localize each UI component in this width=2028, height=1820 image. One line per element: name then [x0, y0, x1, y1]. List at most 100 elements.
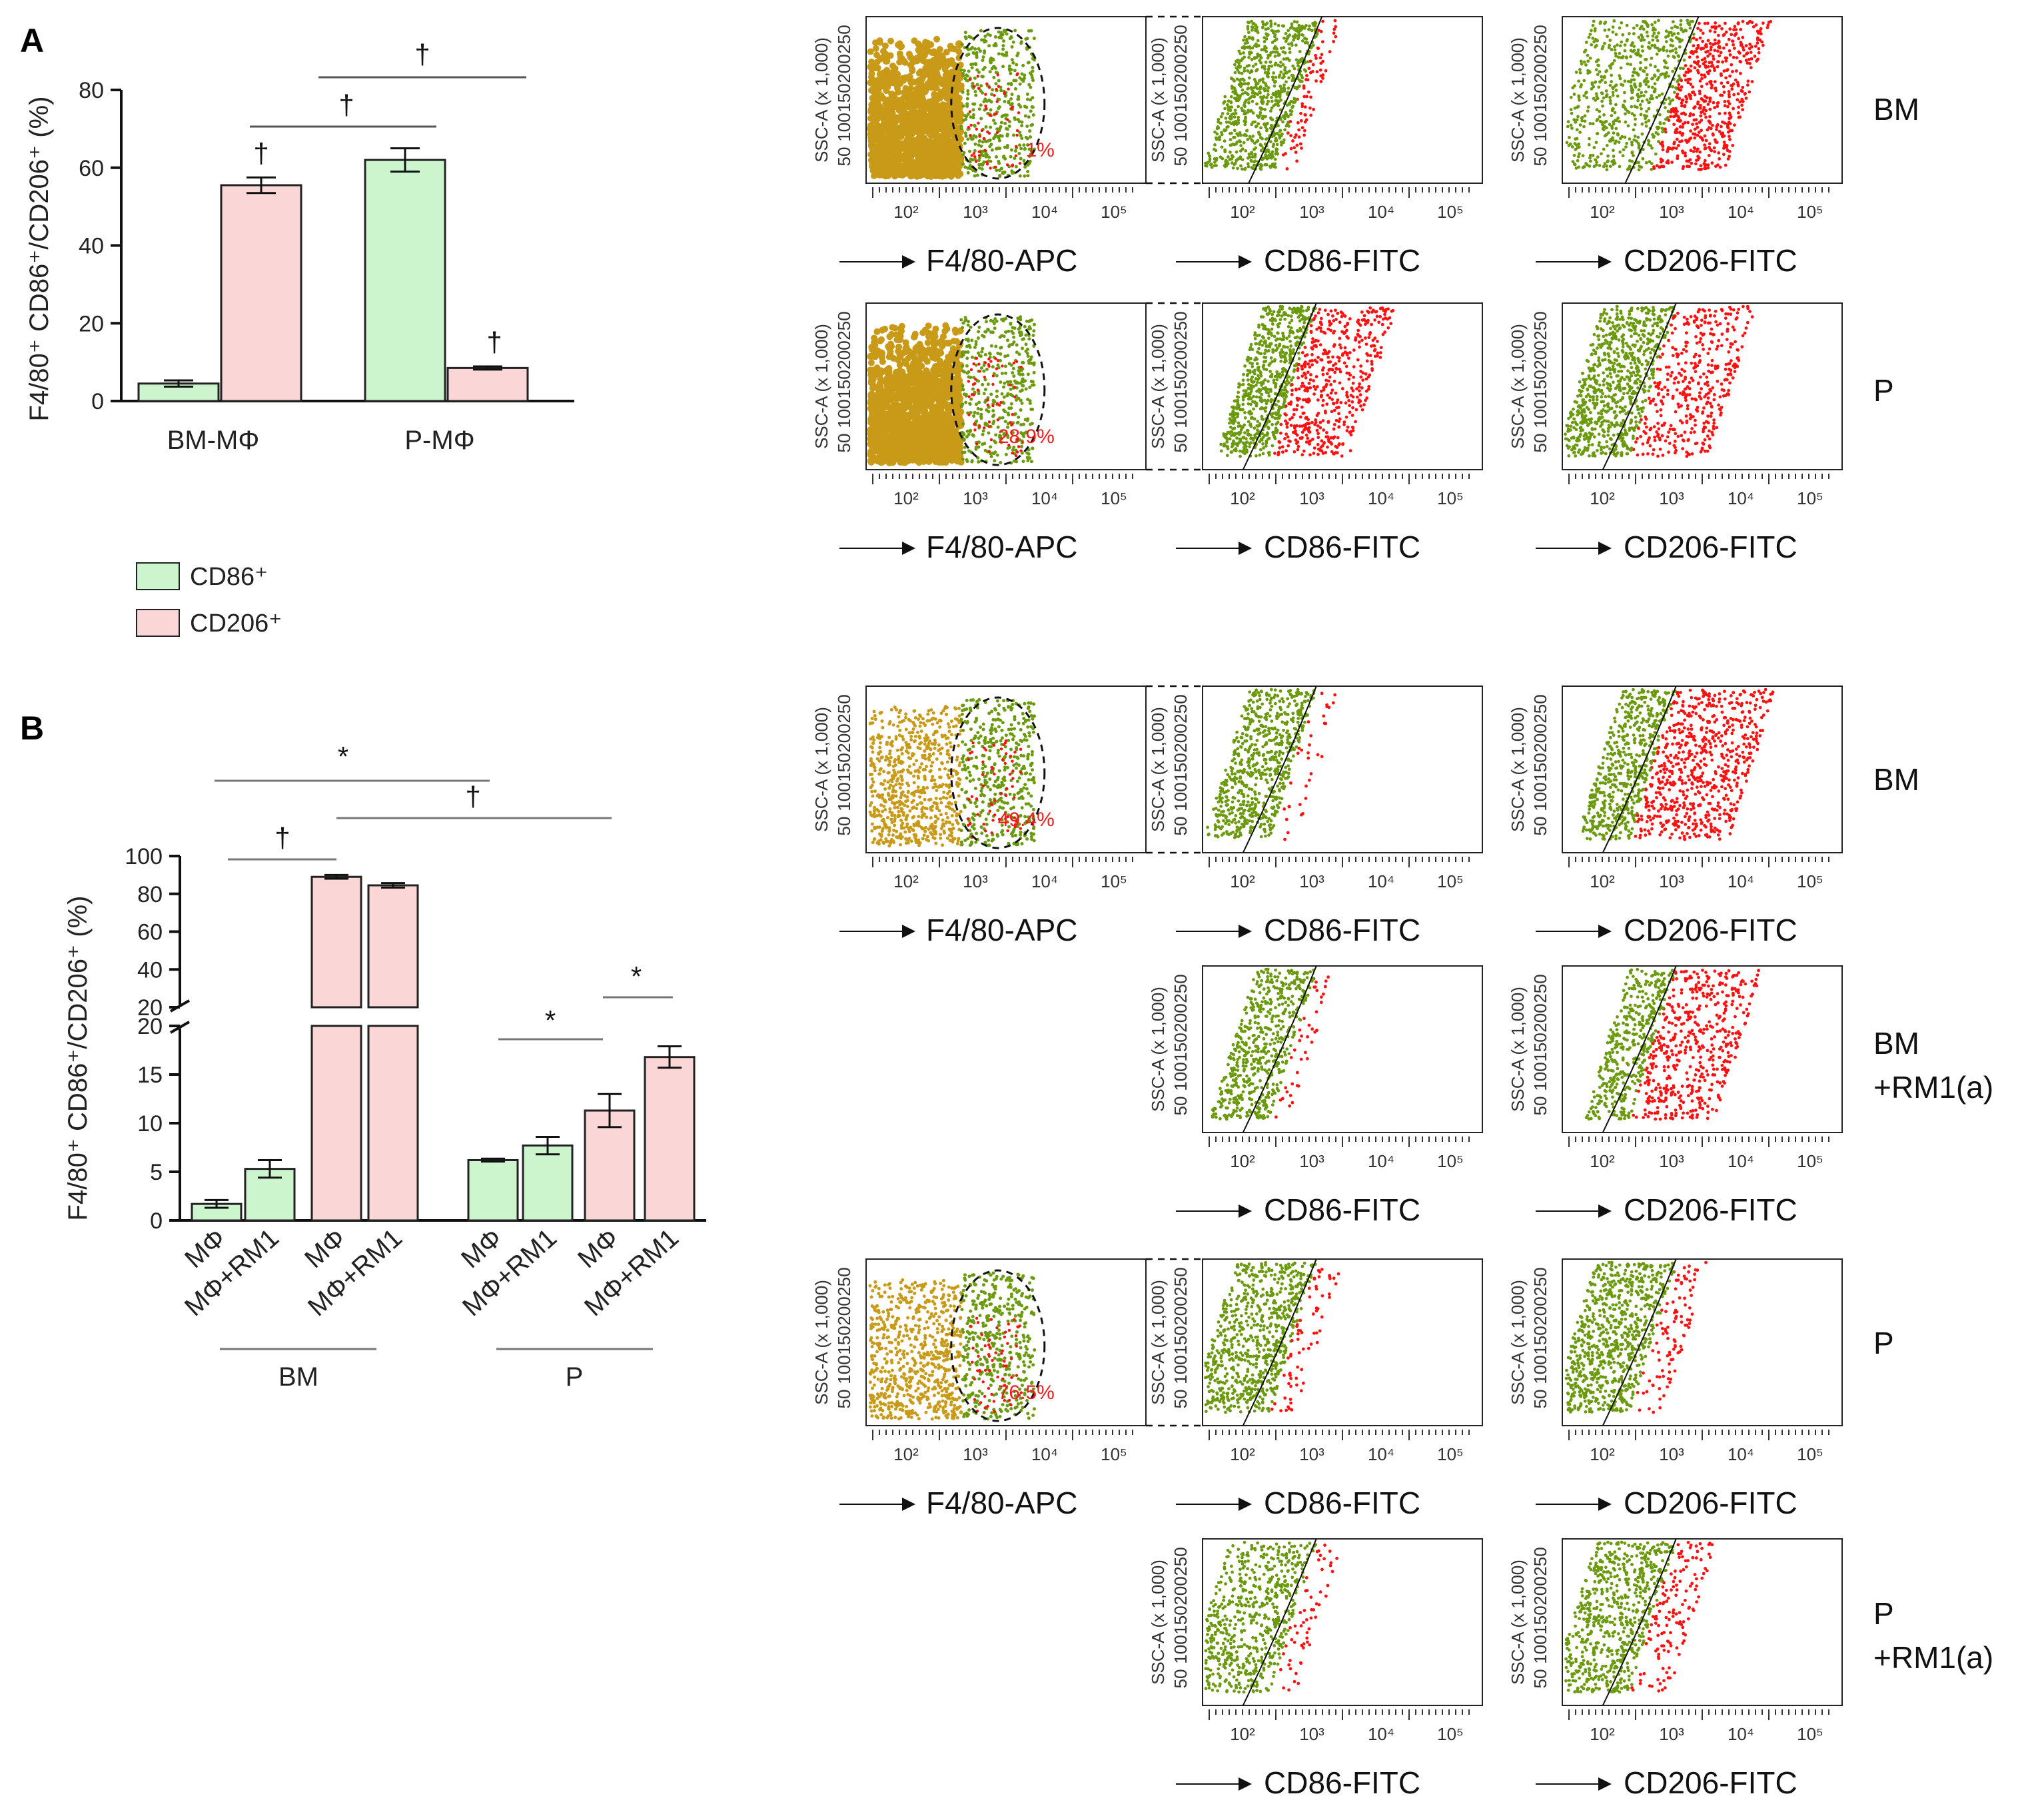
event-dot — [1243, 133, 1247, 137]
event-dot — [1003, 121, 1007, 125]
panel-a-letter: A — [20, 22, 44, 59]
event-dot — [1287, 76, 1290, 80]
event-dot — [1621, 33, 1625, 37]
event-dot — [1624, 112, 1627, 116]
event-dot — [1243, 91, 1247, 95]
event-dot — [1009, 83, 1013, 87]
event-dot — [1694, 162, 1698, 166]
event-dot — [1736, 111, 1740, 115]
significance-mark: † — [274, 822, 290, 853]
event-dot — [968, 149, 972, 153]
event-dot — [1691, 123, 1694, 127]
event-dot — [1613, 111, 1617, 115]
event-dot — [1001, 171, 1005, 175]
event-dot — [974, 93, 978, 97]
event-dot — [1738, 59, 1742, 63]
event-dot — [965, 53, 969, 57]
event-dot — [961, 90, 965, 94]
event-dot — [1702, 47, 1706, 50]
event-dot — [1311, 21, 1314, 25]
event-dot — [1728, 122, 1732, 126]
event-dot — [1282, 83, 1286, 87]
event-dot — [1650, 94, 1654, 97]
event-dot — [1696, 71, 1700, 75]
event-dot — [1677, 83, 1681, 87]
event-dot — [993, 112, 997, 116]
event-dot — [1312, 107, 1315, 111]
event-dot — [1569, 108, 1573, 111]
event-dot — [1270, 123, 1273, 127]
legend-label-cd86: CD86⁺ — [190, 563, 268, 591]
event-dot — [952, 89, 959, 97]
event-dot — [1590, 87, 1594, 91]
event-dot — [1710, 161, 1714, 165]
bar — [446, 366, 529, 402]
event-dot — [966, 89, 970, 93]
event-dot — [1680, 104, 1684, 108]
event-dot — [1702, 106, 1706, 109]
event-dot — [1241, 147, 1245, 151]
event-dot — [1611, 87, 1615, 91]
event-dot — [931, 103, 938, 110]
event-dot — [989, 93, 993, 97]
event-dot — [937, 79, 945, 86]
event-dot — [1263, 47, 1267, 51]
event-dot — [1255, 55, 1259, 59]
event-dot — [1273, 39, 1277, 43]
event-dot — [1586, 53, 1590, 57]
event-dot — [1633, 135, 1637, 138]
event-dot — [913, 85, 920, 93]
event-dot — [1722, 33, 1726, 37]
event-dot — [1718, 112, 1722, 115]
event-dot — [1295, 20, 1299, 24]
event-dot — [1032, 37, 1036, 41]
event-dot — [1242, 141, 1246, 145]
event-dot — [1720, 81, 1724, 85]
event-dot — [1700, 167, 1704, 171]
event-dot — [1708, 29, 1712, 33]
event-dot — [1294, 98, 1298, 102]
event-dot — [1577, 94, 1581, 98]
event-dot — [1609, 137, 1613, 141]
event-dot — [1724, 163, 1728, 167]
event-dot — [1682, 58, 1686, 62]
event-dot — [1665, 161, 1669, 165]
event-dot — [1613, 141, 1617, 145]
event-dot — [1282, 24, 1286, 28]
event-dot — [1319, 80, 1323, 83]
event-dot — [1695, 38, 1698, 42]
event-dot — [943, 62, 951, 69]
event-dot — [1274, 61, 1278, 65]
event-dot — [873, 91, 881, 99]
event-dot — [1728, 135, 1731, 139]
event-dot — [1737, 37, 1741, 41]
event-dot — [1031, 69, 1035, 73]
event-dot — [959, 68, 963, 72]
event-dot — [1226, 162, 1230, 166]
event-dot — [1233, 63, 1237, 67]
event-dot — [1302, 86, 1306, 90]
event-dot — [1300, 79, 1304, 83]
event-dot — [1263, 40, 1267, 43]
event-dot — [1610, 125, 1614, 129]
event-dot — [1639, 38, 1643, 42]
event-dot — [1249, 136, 1252, 140]
event-dot — [1677, 116, 1681, 120]
x-tick-label: 10⁵ — [1101, 488, 1127, 508]
event-dot — [1736, 98, 1740, 102]
event-dot — [997, 30, 1001, 34]
event-dot — [1600, 47, 1604, 51]
event-dot — [1305, 74, 1308, 77]
event-dot — [1328, 50, 1332, 54]
event-dot — [1710, 83, 1714, 87]
event-dot — [1261, 80, 1265, 84]
y-tick-label: 250 — [1171, 25, 1191, 53]
event-dot — [1612, 59, 1616, 63]
x-tick-label: 10² — [1590, 202, 1615, 222]
event-dot — [1263, 122, 1267, 126]
event-dot — [1686, 81, 1690, 85]
event-dot — [1267, 53, 1270, 57]
event-dot — [1672, 32, 1676, 36]
event-dot — [930, 123, 937, 131]
event-dot — [1601, 104, 1605, 108]
